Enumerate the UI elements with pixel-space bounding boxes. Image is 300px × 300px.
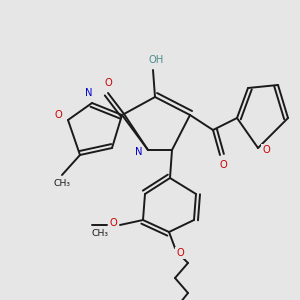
Text: N: N [85,88,93,98]
Text: O: O [104,78,112,88]
Text: CH₃: CH₃ [92,229,109,238]
Text: O: O [176,248,184,258]
Text: N: N [135,147,143,157]
Text: OH: OH [148,55,164,65]
Text: O: O [262,145,270,155]
Text: O: O [219,160,227,170]
Text: CH₃: CH₃ [53,179,70,188]
Text: O: O [54,110,62,120]
Text: O: O [109,218,117,228]
